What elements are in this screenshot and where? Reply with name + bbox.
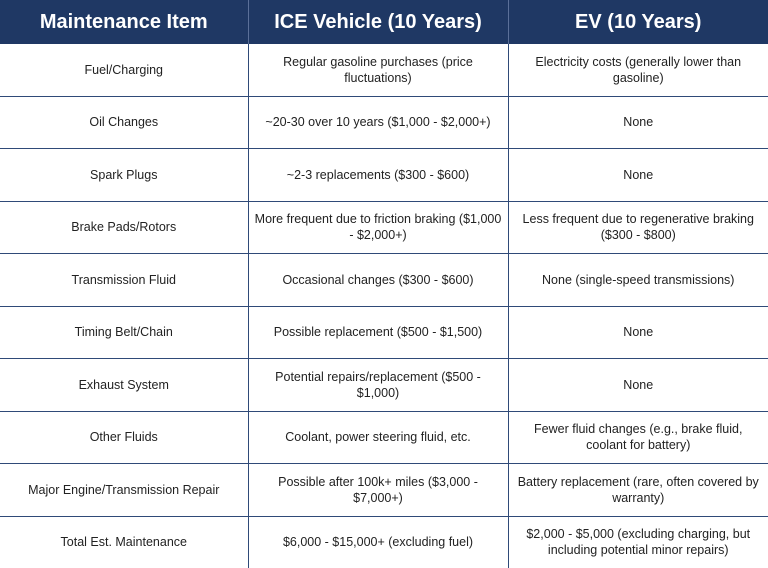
cell-item: Brake Pads/Rotors bbox=[0, 201, 249, 254]
cell-ice: Possible after 100k+ miles ($3,000 - $7,… bbox=[248, 463, 509, 517]
cell-item: Transmission Fluid bbox=[0, 253, 249, 307]
cell-ice: Possible replacement ($500 - $1,500) bbox=[248, 306, 509, 359]
cell-item: Fuel/Charging bbox=[0, 44, 249, 97]
cell-ev: None bbox=[508, 148, 768, 202]
cell-item: Exhaust System bbox=[0, 358, 249, 412]
cell-ice: More frequent due to friction braking ($… bbox=[248, 201, 509, 254]
table-row: Timing Belt/Chain Possible replacement (… bbox=[0, 306, 768, 359]
cell-ice: Coolant, power steering fluid, etc. bbox=[248, 411, 509, 464]
cell-ev: Less frequent due to regenerative brakin… bbox=[508, 201, 768, 254]
header-ev: EV (10 Years) bbox=[508, 0, 768, 44]
cell-ice: ~20-30 over 10 years ($1,000 - $2,000+) bbox=[248, 96, 509, 149]
cell-item: Other Fluids bbox=[0, 411, 249, 464]
table-row: Brake Pads/Rotors More frequent due to f… bbox=[0, 201, 768, 254]
table-row: Total Est. Maintenance $6,000 - $15,000+… bbox=[0, 516, 768, 568]
cell-item: Spark Plugs bbox=[0, 148, 249, 202]
cell-ice: $6,000 - $15,000+ (excluding fuel) bbox=[248, 516, 509, 568]
table-row: Other Fluids Coolant, power steering flu… bbox=[0, 411, 768, 464]
table-row: Transmission Fluid Occasional changes ($… bbox=[0, 253, 768, 307]
table-row: Major Engine/Transmission Repair Possibl… bbox=[0, 463, 768, 517]
cell-ice: Potential repairs/replacement ($500 - $1… bbox=[248, 358, 509, 412]
cell-item: Major Engine/Transmission Repair bbox=[0, 463, 249, 517]
table-row: Exhaust System Potential repairs/replace… bbox=[0, 358, 768, 412]
table-row: Spark Plugs ~2-3 replacements ($300 - $6… bbox=[0, 148, 768, 202]
header-maintenance-item: Maintenance Item bbox=[0, 0, 249, 44]
cell-ev: None bbox=[508, 358, 768, 412]
cell-ev: Battery replacement (rare, often covered… bbox=[508, 463, 768, 517]
cell-item: Total Est. Maintenance bbox=[0, 516, 249, 568]
cell-ice: Occasional changes ($300 - $600) bbox=[248, 253, 509, 307]
header-ice-vehicle: ICE Vehicle (10 Years) bbox=[248, 0, 509, 44]
cell-ev: None bbox=[508, 96, 768, 149]
cell-ev: None bbox=[508, 306, 768, 359]
cell-ev: Fewer fluid changes (e.g., brake fluid, … bbox=[508, 411, 768, 464]
cell-ev: Electricity costs (generally lower than … bbox=[508, 44, 768, 97]
table-row: Oil Changes ~20-30 over 10 years ($1,000… bbox=[0, 96, 768, 149]
cell-ice: Regular gasoline purchases (price fluctu… bbox=[248, 44, 509, 97]
table-header: Maintenance Item ICE Vehicle (10 Years) … bbox=[0, 0, 768, 44]
table-row: Fuel/Charging Regular gasoline purchases… bbox=[0, 44, 768, 97]
header-row: Maintenance Item ICE Vehicle (10 Years) … bbox=[0, 0, 768, 44]
cell-item: Timing Belt/Chain bbox=[0, 306, 249, 359]
cell-ice: ~2-3 replacements ($300 - $600) bbox=[248, 148, 509, 202]
cell-item: Oil Changes bbox=[0, 96, 249, 149]
table-body: Fuel/Charging Regular gasoline purchases… bbox=[0, 44, 768, 568]
cell-ev: $2,000 - $5,000 (excluding charging, but… bbox=[526, 527, 751, 558]
cell-ev: None (single-speed transmissions) bbox=[508, 253, 768, 307]
